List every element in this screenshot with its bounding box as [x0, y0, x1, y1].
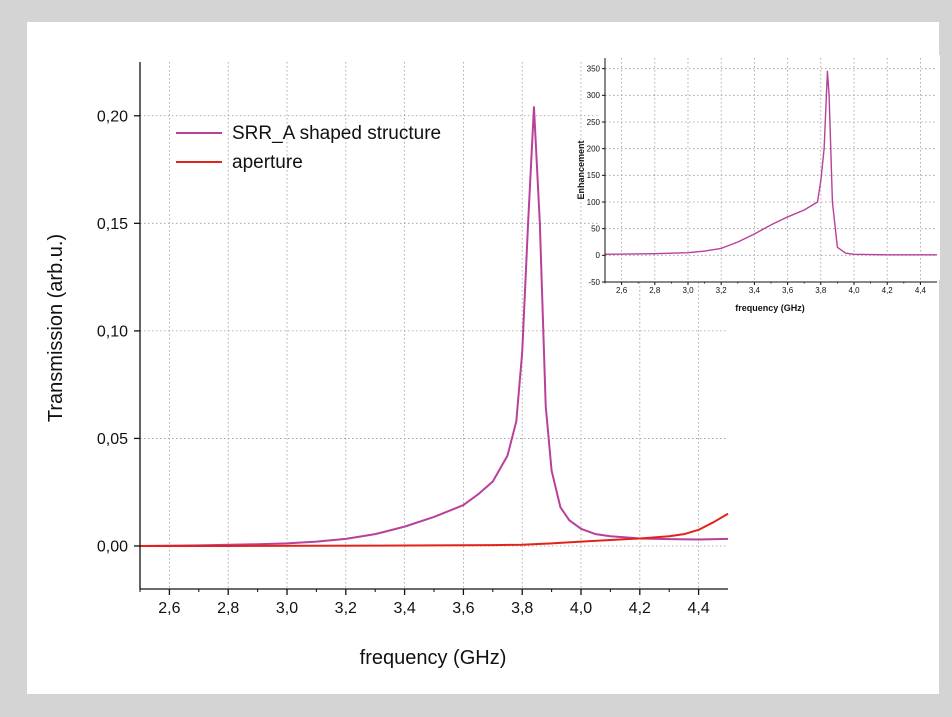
- series-line-enhancement: [604, 70, 937, 256]
- x-tick-label: 3,8: [815, 286, 827, 295]
- x-tick-label: 4,0: [570, 600, 592, 617]
- y-tick-label: 0,20: [97, 108, 128, 125]
- x-tick-label: 3,4: [393, 600, 415, 617]
- series-line-srr-a: [139, 106, 729, 547]
- x-tick-label: 4,2: [629, 600, 651, 617]
- inset-y-axis-title: Enhancement: [576, 140, 586, 199]
- y-tick-label: 0,10: [97, 323, 128, 340]
- inset-chart: 2,6 2,8 3,0 3,2 3,4 3,6 3,8 4,0 4,2 4,4 -50 0 50 100 1…: [576, 55, 940, 313]
- x-tick-label: 2,6: [616, 286, 628, 295]
- y-tick-label: 150: [587, 171, 601, 180]
- x-tick-label: 3,4: [749, 286, 761, 295]
- main-tick-labels: 2,6 2,8 3,0 3,2 3,4 3,6 3,8 4,0 4,2 4,4 0,00 0,05 0,…: [97, 108, 710, 617]
- legend-label-aperture: aperture: [232, 152, 303, 173]
- y-tick-label: 0,05: [97, 431, 128, 448]
- y-tick-label: 200: [587, 144, 601, 153]
- x-tick-label: 3,2: [335, 600, 357, 617]
- x-tick-label: 2,8: [217, 600, 239, 617]
- x-tick-label: 3,0: [276, 600, 298, 617]
- main-x-axis-title: frequency (GHz): [360, 647, 507, 669]
- y-tick-label: 0,15: [97, 216, 128, 233]
- x-tick-label: 3,6: [782, 286, 794, 295]
- inset-tick-labels: 2,6 2,8 3,0 3,2 3,4 3,6 3,8 4,0 4,2 4,4 -50 0 50 100 1…: [587, 64, 927, 295]
- y-tick-label: 300: [587, 91, 601, 100]
- main-series-group: [139, 106, 729, 547]
- x-tick-label: 4,4: [687, 600, 709, 617]
- x-tick-label: 4,0: [848, 286, 860, 295]
- series-line-aperture: [140, 512, 729, 547]
- y-tick-label: 0: [596, 251, 601, 260]
- x-tick-label: 2,8: [649, 286, 661, 295]
- main-y-axis-title: Transmission (arb.u.): [45, 234, 67, 422]
- y-tick-label: 0,00: [97, 539, 128, 556]
- x-tick-label: 3,8: [511, 600, 533, 617]
- x-tick-label: 3,0: [682, 286, 694, 295]
- x-tick-label: 4,4: [915, 286, 927, 295]
- x-tick-label: 3,2: [716, 286, 728, 295]
- inset-series-group: [604, 70, 937, 256]
- main-axes: [134, 62, 728, 595]
- y-tick-label: 350: [587, 64, 601, 73]
- legend-label-srr: SRR_A shaped structure: [232, 123, 441, 144]
- y-tick-label: -50: [588, 278, 600, 287]
- y-tick-label: 250: [587, 118, 601, 127]
- y-tick-label: 100: [587, 198, 601, 207]
- inset-axes: [602, 58, 937, 285]
- y-tick-label: 50: [591, 224, 600, 233]
- main-legend: SRR_A shaped structure aperture: [176, 123, 441, 173]
- x-tick-label: 4,2: [882, 286, 894, 295]
- inset-x-axis-title: frequency (GHz): [735, 303, 805, 313]
- x-tick-label: 2,6: [158, 600, 180, 617]
- inset-background: [600, 55, 940, 280]
- x-tick-label: 3,6: [452, 600, 474, 617]
